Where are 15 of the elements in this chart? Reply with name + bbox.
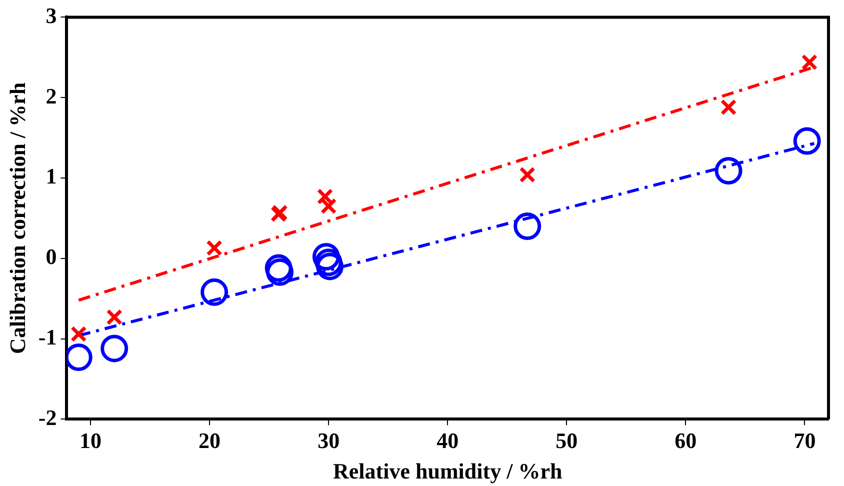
x-tick-label: 70 [794, 428, 816, 454]
x-tick-label: 30 [318, 428, 340, 454]
y-tick-label: 2 [46, 83, 57, 108]
x-tick-label: 10 [80, 428, 102, 454]
x-tick-label: 50 [556, 428, 578, 454]
y-axis-title: Calibration correction / %rh [4, 82, 30, 354]
x-tick-label: 20 [198, 428, 221, 454]
y-tick-label: 1 [46, 164, 57, 189]
y-tick-label: 3 [46, 2, 57, 28]
y-tick-label: -2 [38, 404, 57, 430]
y-tick-label: -1 [38, 324, 57, 350]
x-tick-label: 60 [674, 428, 697, 454]
x-axis-title: Relative humidity / %rh [333, 458, 562, 484]
y-tick-label: 0 [46, 244, 57, 270]
x-tick-label: 40 [436, 428, 459, 454]
